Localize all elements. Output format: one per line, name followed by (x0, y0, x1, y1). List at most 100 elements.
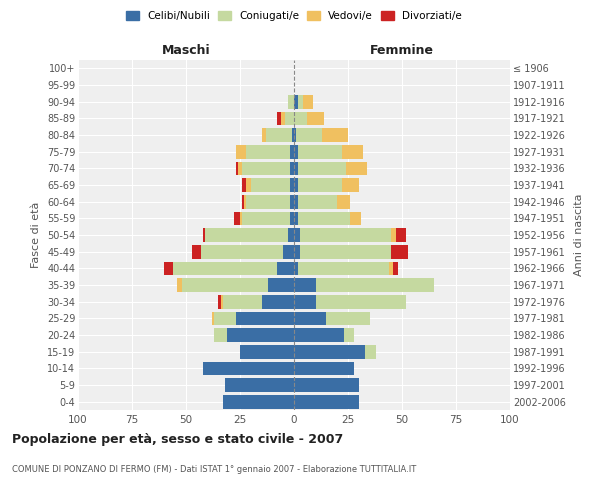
Bar (290, 212, 294, 225)
Bar (201, 245, 283, 258)
Bar (251, 178, 290, 192)
Bar (298, 162, 346, 175)
Bar (294, 95, 298, 108)
Bar (395, 228, 406, 242)
Bar (294, 112, 307, 125)
Bar (212, 312, 214, 325)
Bar (294, 328, 344, 342)
Bar (277, 112, 281, 125)
Text: COMUNE DI PONZANO DI FERMO (FM) - Dati ISTAT 1° gennaio 2007 - Elaborazione TUTT: COMUNE DI PONZANO DI FERMO (FM) - Dati I… (12, 466, 416, 474)
Bar (266, 128, 292, 142)
Bar (223, 395, 294, 408)
Bar (262, 295, 294, 308)
Bar (223, 295, 262, 308)
Bar (365, 345, 376, 358)
Bar (203, 228, 205, 242)
Bar (277, 262, 294, 275)
Bar (301, 228, 391, 242)
Bar (294, 162, 298, 175)
Bar (326, 312, 370, 325)
Bar (242, 195, 244, 208)
Bar (242, 178, 247, 192)
Bar (218, 295, 221, 308)
Bar (247, 195, 290, 208)
Legend: Celibi/Nubili, Coniugati/e, Vedovi/e, Divorziati/e: Celibi/Nubili, Coniugati/e, Vedovi/e, Di… (123, 8, 465, 24)
Bar (173, 262, 277, 275)
Bar (322, 128, 348, 142)
Bar (296, 128, 322, 142)
Bar (294, 228, 301, 242)
Bar (225, 378, 294, 392)
Bar (214, 312, 236, 325)
Bar (262, 128, 266, 142)
Bar (233, 212, 240, 225)
Bar (298, 195, 337, 208)
Bar (236, 145, 247, 158)
Bar (286, 112, 294, 125)
Bar (214, 328, 227, 342)
Bar (203, 362, 294, 375)
Bar (307, 112, 324, 125)
Bar (240, 212, 242, 225)
Bar (238, 162, 242, 175)
Bar (298, 212, 350, 225)
Bar (290, 145, 294, 158)
Bar (227, 328, 294, 342)
Bar (294, 262, 298, 275)
Bar (294, 212, 298, 225)
Bar (294, 278, 316, 292)
Bar (242, 162, 290, 175)
Bar (294, 312, 326, 325)
Bar (341, 145, 363, 158)
Bar (247, 178, 251, 192)
Bar (294, 195, 298, 208)
Bar (247, 145, 290, 158)
Bar (298, 262, 389, 275)
Bar (391, 245, 409, 258)
Bar (290, 195, 294, 208)
Bar (236, 312, 294, 325)
Bar (287, 228, 294, 242)
Bar (341, 178, 359, 192)
Bar (294, 362, 355, 375)
Bar (344, 328, 355, 342)
Bar (294, 128, 296, 142)
Bar (281, 112, 286, 125)
Bar (337, 195, 350, 208)
Bar (294, 295, 316, 308)
Text: Popolazione per età, sesso e stato civile - 2007: Popolazione per età, sesso e stato civil… (12, 432, 343, 446)
Y-axis label: Anni di nascita: Anni di nascita (574, 194, 584, 276)
Bar (316, 278, 434, 292)
Bar (294, 145, 298, 158)
Bar (302, 95, 313, 108)
Bar (290, 162, 294, 175)
Bar (221, 295, 223, 308)
Bar (298, 178, 341, 192)
Bar (294, 378, 359, 392)
Bar (346, 162, 367, 175)
Bar (394, 262, 398, 275)
Bar (242, 212, 290, 225)
Bar (298, 95, 302, 108)
Text: Femmine: Femmine (370, 44, 434, 57)
Bar (292, 128, 294, 142)
Text: Maschi: Maschi (161, 44, 211, 57)
Bar (294, 178, 298, 192)
Bar (294, 395, 359, 408)
Bar (294, 345, 365, 358)
Bar (240, 345, 294, 358)
Bar (193, 245, 201, 258)
Bar (294, 245, 301, 258)
Bar (244, 195, 247, 208)
Bar (350, 212, 361, 225)
Y-axis label: Fasce di età: Fasce di età (31, 202, 41, 268)
Bar (178, 278, 182, 292)
Bar (236, 162, 238, 175)
Bar (389, 262, 394, 275)
Bar (164, 262, 173, 275)
Bar (290, 178, 294, 192)
Bar (287, 95, 294, 108)
Bar (298, 145, 341, 158)
Bar (316, 295, 406, 308)
Bar (205, 228, 287, 242)
